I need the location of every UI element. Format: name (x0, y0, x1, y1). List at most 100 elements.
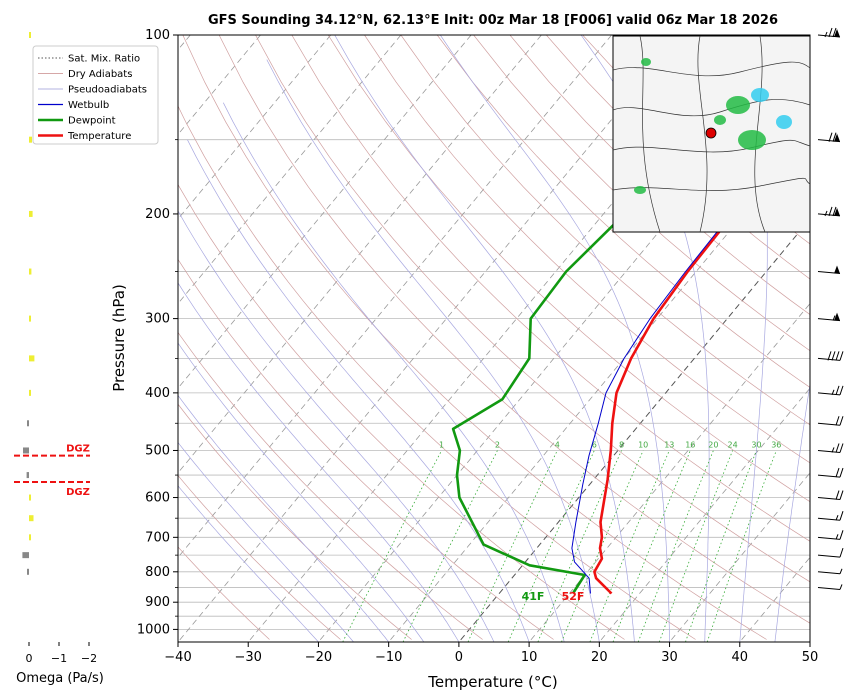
isotherm-line (739, 556, 810, 642)
pseudoadiabat-line (178, 485, 319, 642)
wind-barb (817, 351, 844, 361)
omega-bar (29, 389, 31, 396)
map-contour (612, 99, 811, 117)
dry-adiabat-line (327, 35, 810, 503)
isotherm-line (598, 387, 810, 642)
mixing-ratio-label: 6 (592, 441, 597, 450)
isotherm-line (178, 35, 683, 642)
x-tick-label: 40 (732, 650, 749, 665)
legend-label: Temperature (67, 131, 131, 142)
dgz-label: DGZ (66, 487, 90, 498)
y-tick-label: 500 (145, 443, 170, 458)
dry-adiabat-line (178, 474, 341, 640)
series-temperature-line (593, 162, 810, 595)
y-tick-label: 400 (145, 386, 170, 401)
omega-tick-label: −2 (81, 652, 97, 665)
omega-bar (27, 420, 29, 427)
mixing-ratio-label: 13 (664, 441, 674, 450)
mixing-ratio-line (658, 450, 733, 642)
x-tick-label: 50 (802, 650, 819, 665)
dry-adiabat-line (436, 35, 810, 388)
x-tick-label: −40 (164, 650, 191, 665)
legend-label: Dewpoint (68, 116, 116, 127)
mixing-ratio-line (342, 450, 442, 642)
x-tick-label: 20 (591, 650, 608, 665)
dry-adiabat-line (178, 183, 625, 640)
x-tick-label: −30 (235, 650, 262, 665)
pseudoadiabat-line (187, 139, 530, 642)
mixing-ratio-line (685, 450, 757, 642)
pseudoadiabat-line (178, 394, 389, 642)
y-tick-label: 700 (145, 530, 170, 545)
mixing-ratio-label: 1 (439, 441, 444, 450)
mixing-ratio-label: 8 (619, 441, 624, 450)
dry-adiabat-line (400, 35, 810, 426)
omega-bar (26, 472, 29, 479)
dry-adiabat-line (473, 35, 810, 352)
wind-barb (817, 27, 841, 38)
wind-barb (817, 416, 844, 426)
isotherm-line (458, 218, 810, 642)
mixing-ratio-label: 16 (685, 441, 695, 450)
omega-axis-label: Omega (Pa/s) (16, 671, 104, 686)
omega-bar (27, 568, 29, 575)
isotherm-line (388, 133, 810, 642)
mixing-ratio-label: 10 (638, 441, 648, 450)
wind-barb (817, 490, 844, 501)
pseudoadiabat-line (222, 102, 565, 642)
isotherm-line (178, 35, 612, 558)
dry-adiabat-line (291, 35, 810, 542)
wind-barb (817, 385, 844, 396)
legend-label: Pseudoadiabats (68, 85, 147, 96)
precip-area (641, 58, 651, 66)
omega-bar (29, 32, 31, 38)
omega-bar (29, 515, 34, 522)
dry-adiabat-line (218, 35, 810, 624)
x-axis-ticks: −40 −30 −20 −10 0 10 20 30 40 50 (164, 642, 818, 665)
pseudoadiabat-line (178, 282, 460, 642)
precip-area (776, 115, 792, 129)
dry-adiabat-line (182, 35, 767, 640)
mixing-ratio-line (706, 450, 777, 642)
omega-bar (29, 534, 31, 541)
mixing-ratio-line (467, 450, 558, 642)
dry-adiabat-line (178, 546, 270, 640)
legend-label: Sat. Mix. Ratio (68, 54, 140, 65)
omega-bar (23, 447, 29, 454)
x-tick-label: −20 (305, 650, 332, 665)
dry-adiabat-line (178, 331, 483, 640)
profile-lines (451, 35, 810, 595)
mixing-ratio-label: 36 (771, 441, 781, 450)
wind-barb (817, 206, 841, 217)
dgz-label: DGZ (66, 444, 90, 455)
precip-area (738, 130, 766, 150)
pseudoadiabat-line (178, 210, 495, 642)
y-tick-label: 900 (145, 595, 170, 610)
y-tick-label: 300 (145, 312, 170, 327)
legend: Sat. Mix. Ratio Dry Adiabats Pseudoadiabat… (32, 45, 159, 145)
dry-adiabat-line (364, 35, 810, 464)
dry-adiabat-line (509, 35, 810, 316)
omega-bar (29, 494, 31, 501)
inset-map (612, 35, 811, 233)
dry-adiabat-line (178, 403, 412, 640)
y-tick-label: 100 (145, 28, 170, 43)
y-axis-ticks: 100 200 300 400 500 600 700 800 900 1000 (137, 28, 178, 637)
isotherm-line (528, 302, 810, 642)
y-tick-label: 1000 (137, 622, 170, 637)
mixing-ratio-line (537, 450, 622, 642)
x-tick-label: 10 (521, 650, 538, 665)
omega-bar (29, 268, 32, 275)
omega-bar (29, 210, 33, 217)
precip-area (714, 115, 726, 125)
pseudoadiabat-line (774, 381, 810, 642)
surface-temp-label: 52F (562, 590, 585, 603)
omega-bar (29, 136, 32, 143)
mixing-ratio-label: 2 (495, 441, 500, 450)
omega-panel: 0 −1 −2 DGZ DGZ (14, 32, 97, 665)
y-tick-label: 600 (145, 491, 170, 506)
series-dewpoint-line (451, 35, 806, 595)
mixing-ratio-label: 24 (728, 441, 738, 450)
wind-barbs (817, 27, 844, 590)
pseudoadiabat-line (178, 342, 425, 642)
